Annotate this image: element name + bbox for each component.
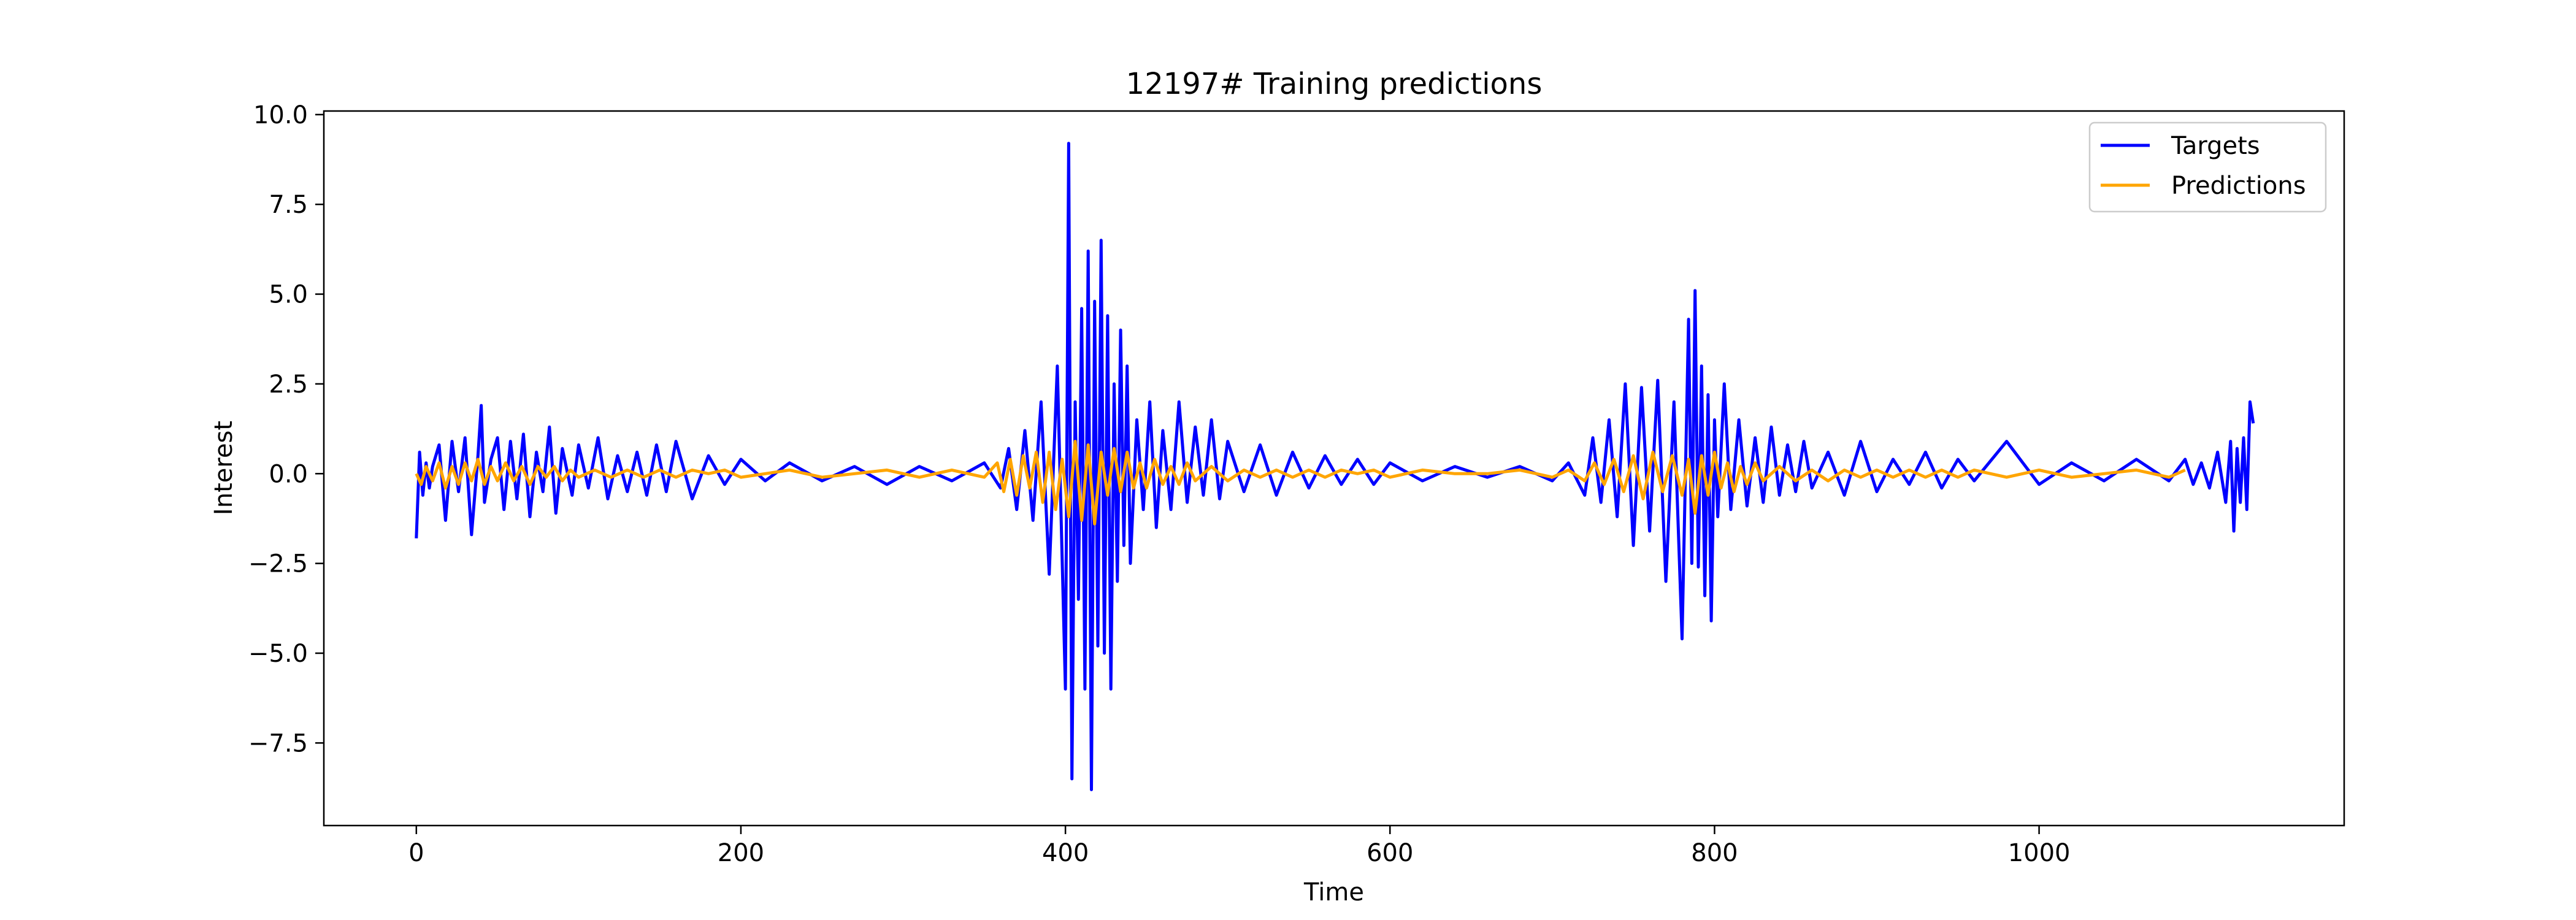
x-tick-label: 800 — [1691, 839, 1738, 867]
y-tick-label: 2.5 — [269, 370, 308, 399]
x-tick-label: 1000 — [2008, 839, 2071, 867]
y-tick-label: 5.0 — [269, 281, 308, 309]
x-tick-label: 0 — [408, 839, 424, 867]
y-axis: −7.5 −5.0 −2.5 0.0 2.5 5.0 7.5 10.0 — [248, 101, 324, 757]
y-tick-label: −2.5 — [248, 550, 308, 578]
y-tick-label: −7.5 — [248, 729, 308, 757]
plot-area — [415, 142, 2255, 791]
x-tick-label: 200 — [718, 839, 764, 867]
y-tick-label: −5.0 — [248, 640, 308, 668]
axes-frame — [323, 110, 2345, 827]
x-tick-label: 600 — [1367, 839, 1413, 867]
series-line-predictions — [415, 440, 2186, 526]
legend-label-targets: Targets — [2171, 132, 2260, 160]
x-axis-label: Time — [1303, 878, 1364, 907]
series-line-targets — [415, 142, 2255, 791]
y-tick-label: 10.0 — [253, 101, 308, 129]
legend: Targets Predictions — [2088, 121, 2327, 213]
legend-label-predictions: Predictions — [2171, 172, 2306, 200]
x-tick-label: 400 — [1042, 839, 1089, 867]
chart-title: 12197# Training predictions — [1126, 67, 1543, 101]
y-axis-label: Interest — [210, 421, 238, 515]
y-tick-label: 7.5 — [269, 191, 308, 219]
x-axis: 0 200 400 600 800 1000 — [408, 826, 2070, 867]
y-tick-label: 0.0 — [269, 460, 308, 488]
